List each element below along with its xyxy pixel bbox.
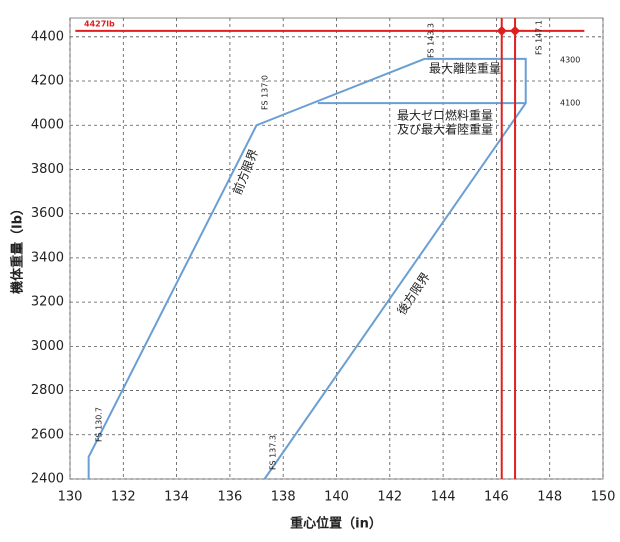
x-tick-label: 148 [537,490,562,505]
x-tick-label: 138 [271,490,296,505]
y-tick-label: 4000 [31,118,64,133]
y-tick-label: 2600 [31,427,64,442]
x-tick-label: 150 [591,490,616,505]
x-tick-label: 140 [324,490,349,505]
marker [510,25,521,36]
x-tick-label: 134 [164,490,189,505]
annotation: FS 130.7 [95,407,104,442]
y-tick-label: 3600 [31,206,64,221]
y-tick-label: 4200 [31,74,64,89]
annotation: FS 137.3 [269,435,278,470]
marker [496,25,507,36]
annotation: 最大ゼロ燃料重量 [397,108,493,123]
x-tick-label: 142 [377,490,402,505]
x-tick-label: 144 [431,490,456,505]
y-tick-label: 4400 [31,29,64,44]
y-tick-label: 3000 [31,339,64,354]
annotation: 4427lb [84,20,115,29]
annotation: 4300 [560,56,580,65]
y-tick-label: 3800 [31,162,64,177]
x-axis-title: 重心位置（in） [290,516,382,532]
annotation: 及び最大着陸重量 [397,122,493,137]
x-tick-label: 130 [58,490,83,505]
y-tick-label: 2400 [31,472,64,487]
y-tick-label: 3200 [31,295,64,310]
x-tick-label: 136 [217,490,242,505]
annotation: FS 147.1 [535,20,544,55]
annotation: FS 137.0 [261,75,270,110]
annotation: 4100 [560,99,580,108]
x-tick-label: 132 [111,490,136,505]
y-tick-label: 3400 [31,250,64,265]
annotation: FS 143.3 [427,23,436,58]
y-axis-title: 機体重量（lb） [10,202,26,294]
y-tick-label: 2800 [31,383,64,398]
x-tick-label: 146 [484,490,509,505]
annotation: 最大離陸重量 [429,62,501,76]
